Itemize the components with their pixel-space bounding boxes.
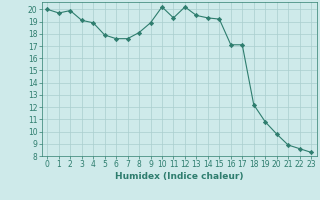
X-axis label: Humidex (Indice chaleur): Humidex (Indice chaleur) — [115, 172, 244, 181]
